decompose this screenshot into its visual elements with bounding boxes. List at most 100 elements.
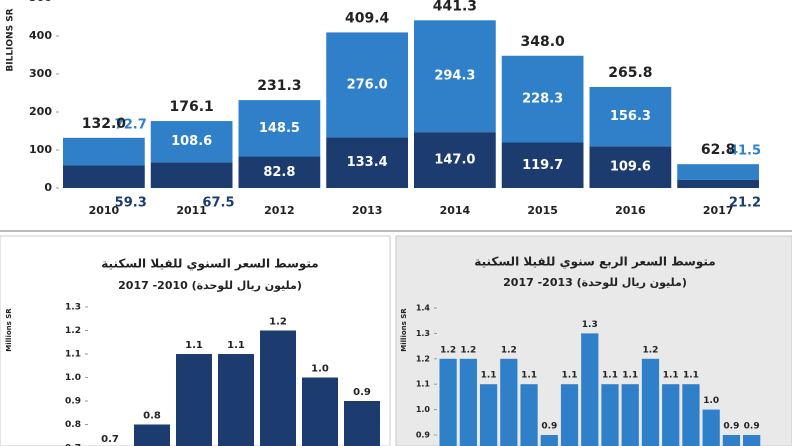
bar [176,354,212,446]
bar [479,384,498,446]
bar [722,435,741,446]
chart-subtitle: (مليون ريال للوحدة) 2013- 2017 [503,276,687,289]
data-label: 67.5 [202,196,234,211]
data-label: 1.2 [269,317,287,328]
bar [702,409,720,446]
data-label: 1.2 [440,345,456,355]
bar [459,358,477,446]
y-tick-label: 0 [44,181,52,194]
y-axis-label: BILLIONS SR [6,8,16,71]
bar [260,330,296,446]
data-label: 82.8 [263,165,295,180]
bar-segment [326,137,408,188]
data-label: 228.3 [522,92,563,107]
data-label: 1.1 [481,371,497,381]
y-axis-label: Millions SR [400,308,408,352]
y-tick-label: 300 [29,67,52,80]
bar [641,358,660,446]
x-tick-label: 2012 [264,204,295,217]
chart-title: متوسط السعر السنوي للفيلا السكنية [101,257,318,272]
total-label: 132.0 [82,116,127,132]
bar [581,333,599,446]
y-tick-label: 1.3 [416,329,430,338]
data-label: 59.3 [115,196,147,211]
y-axis-label: Millions SR [5,308,13,352]
total-label: 231.3 [257,78,301,94]
x-tick-label: 2014 [440,204,471,217]
bar-segment [414,132,496,188]
bar-segment [326,32,408,138]
bar-segment [150,121,233,163]
bar-segment [238,156,321,188]
data-label: 294.3 [434,69,475,84]
data-label: 0.9 [541,422,557,432]
data-label: 1.1 [622,371,638,381]
x-tick-label: 2013 [352,204,383,217]
data-label: 1.1 [562,371,578,381]
y-tick-label: 1.0 [416,405,431,414]
bar-segment [589,86,672,147]
y-tick-label: 1.3 [65,303,81,313]
bar [743,435,761,446]
data-label: 1.3 [582,320,598,330]
data-label: 1.1 [663,371,679,381]
bar-segment [63,165,145,188]
y-tick-label: 0.9 [65,397,81,407]
bar [302,377,338,446]
bar [540,435,558,446]
data-label: 133.4 [347,155,388,170]
data-label: 109.6 [610,160,651,175]
bar-segment [677,179,759,188]
data-label: 147.0 [434,153,475,168]
total-label: 409.4 [345,10,390,26]
data-label: 1.1 [227,340,245,351]
data-label: 156.3 [610,109,651,124]
data-label: 0.9 [744,422,760,432]
bar [344,401,380,446]
y-tick-label: 1.2 [65,326,81,336]
data-label: 0.9 [723,422,739,432]
data-label: 21.2 [729,196,761,211]
bar [621,384,639,446]
bar [682,384,700,446]
data-label: 72.7 [115,117,147,132]
bar-segment [677,164,759,180]
bar-segment [238,100,321,157]
y-tick-label: 100 [29,143,52,156]
data-label: 0.9 [353,387,371,398]
y-tick-label: 0.9 [416,431,431,440]
y-tick-label: 1.4 [416,304,431,313]
x-tick-label: 2016 [615,204,646,217]
x-tick-label: 2015 [527,204,558,217]
bar [134,424,170,446]
data-label: 148.5 [259,121,300,136]
y-tick-label: 400 [29,29,52,42]
y-tick-label: 1.0 [65,373,81,383]
bar-segment [414,20,496,133]
data-label: 1.0 [311,364,329,375]
bar-segment [501,55,584,143]
data-label: 1.1 [683,371,699,381]
bar [439,358,457,446]
total-label: 348.0 [520,34,565,50]
bar [601,384,619,446]
data-label: 276.0 [347,77,388,92]
bar [218,354,254,446]
x-tick-label: 2017 [703,204,734,217]
chart-title: متوسط السعر الربع سنوي للفيلا السكنية [474,255,715,270]
data-label: 1.2 [501,345,517,355]
total-label: 62.8 [701,142,736,158]
x-tick-label: 2011 [176,204,207,217]
y-tick-label: 500 [29,0,52,4]
data-label: 1.2 [642,345,658,355]
total-label: 176.1 [169,99,213,115]
bar [520,384,538,446]
y-tick-label: 200 [29,105,52,118]
total-label: 265.8 [608,65,652,81]
x-tick-label: 2010 [89,204,120,217]
y-tick-label: 1.2 [416,354,430,363]
bar [662,384,680,446]
data-label: 0.8 [143,411,161,422]
data-label: 1.1 [185,340,203,351]
